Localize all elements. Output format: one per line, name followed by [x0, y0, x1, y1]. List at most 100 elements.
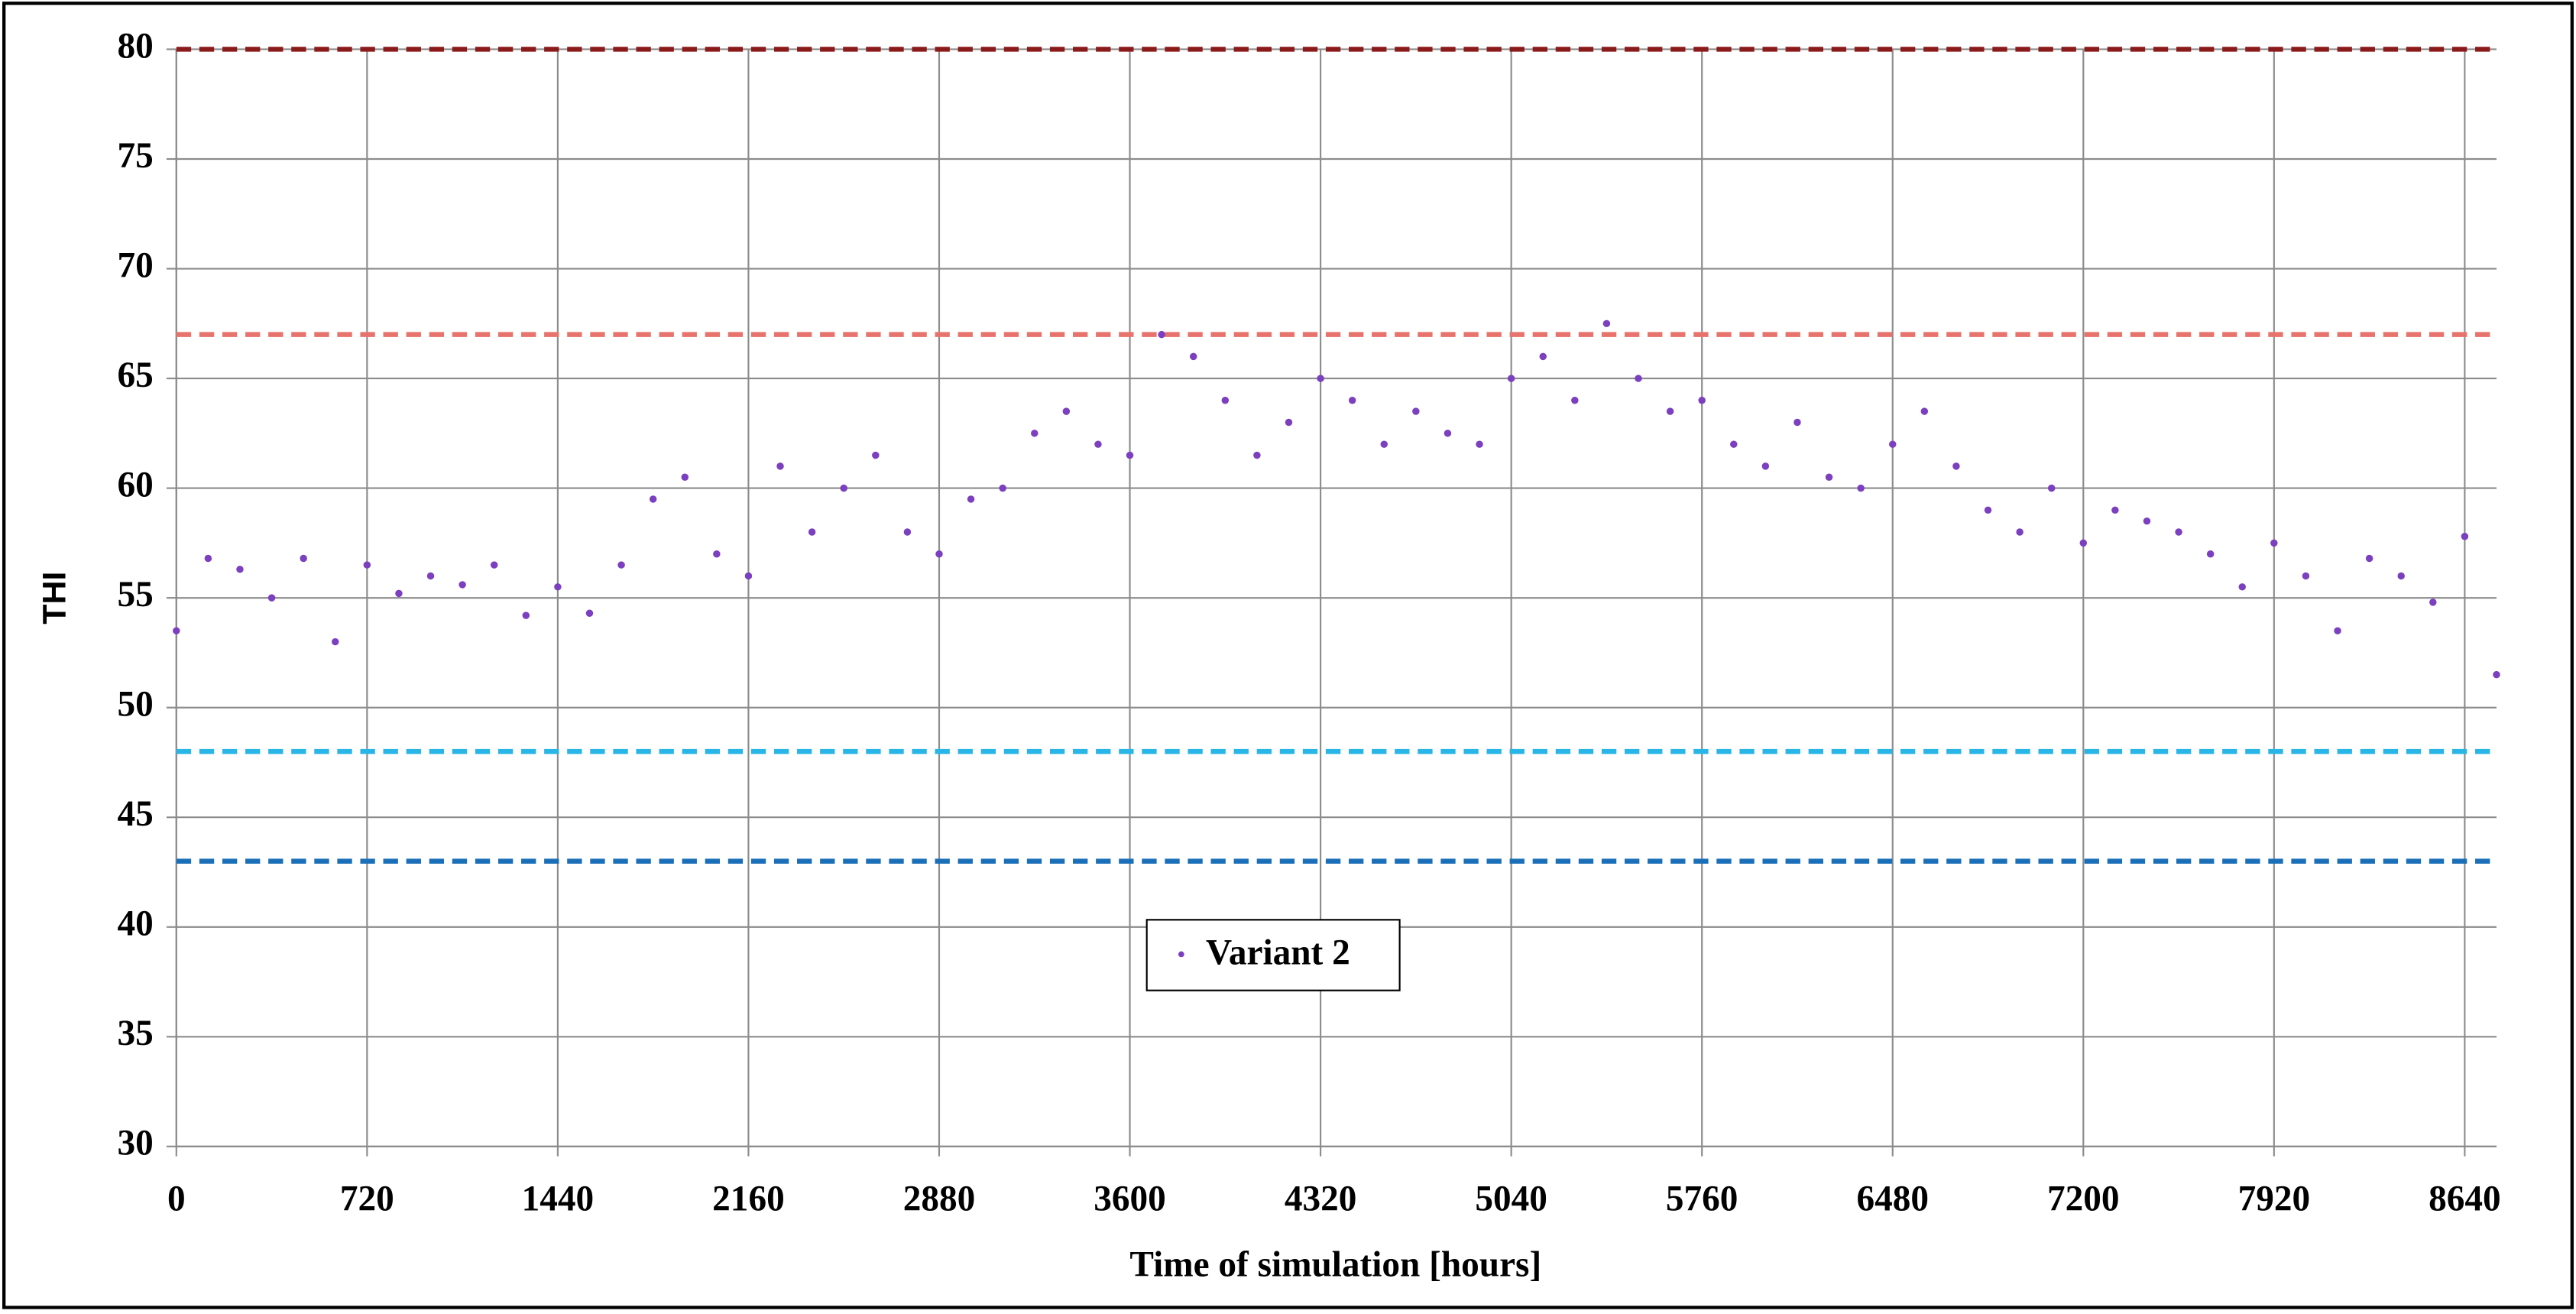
- data-point: [1221, 397, 1230, 404]
- y-tick-label: 55: [117, 575, 153, 615]
- data-point: [2302, 572, 2310, 580]
- x-tick-label: 5760: [1666, 1179, 1738, 1219]
- data-point: [713, 550, 721, 558]
- data-point: [363, 561, 371, 569]
- data-point: [967, 495, 975, 503]
- data-point: [173, 627, 180, 634]
- data-point: [1793, 418, 1801, 427]
- data-point: [1920, 407, 1929, 415]
- y-tick-label: 65: [117, 355, 153, 395]
- data-point: [1571, 397, 1579, 404]
- data-point: [458, 581, 466, 589]
- data-point: [1126, 451, 1134, 459]
- data-point: [1094, 440, 1102, 448]
- legend-box: [1145, 919, 1401, 991]
- data-point: [1857, 484, 1865, 492]
- legend-label: Variant 2: [1206, 933, 1350, 972]
- data-point: [1698, 397, 1706, 404]
- legend-marker: [1178, 951, 1184, 958]
- y-tick-label: 60: [117, 465, 153, 505]
- x-tick-label: 1440: [522, 1179, 595, 1219]
- y-tick-label: 70: [117, 245, 153, 285]
- data-point: [1602, 320, 1611, 328]
- data-point: [300, 554, 307, 563]
- data-point: [1952, 462, 1960, 470]
- data-point: [1444, 430, 1452, 437]
- data-point: [1380, 440, 1388, 448]
- x-axis-label: Time of simulation [hours]: [1129, 1245, 1541, 1285]
- data-point: [1062, 407, 1071, 415]
- x-tick-label: 2160: [712, 1179, 785, 1219]
- x-tick-label: 4320: [1285, 1179, 1357, 1219]
- x-tick-label: 7200: [2047, 1179, 2120, 1219]
- data-point: [649, 495, 657, 503]
- data-point: [903, 528, 912, 536]
- data-point: [1031, 430, 1039, 437]
- y-tick-label: 75: [117, 136, 153, 176]
- data-point: [999, 484, 1006, 492]
- data-point: [2238, 583, 2246, 591]
- data-point: [1348, 397, 1356, 404]
- data-point: [2143, 517, 2151, 525]
- data-point: [840, 484, 847, 492]
- x-tick-label: 7920: [2238, 1179, 2311, 1219]
- data-point: [2270, 539, 2278, 547]
- x-tick-label: 2880: [903, 1179, 976, 1219]
- y-tick-label: 80: [117, 26, 153, 66]
- data-point: [1412, 407, 1420, 415]
- data-point: [1317, 375, 1324, 382]
- data-point: [1285, 418, 1293, 427]
- data-point: [2461, 533, 2469, 540]
- y-axis-label: THI: [36, 572, 73, 625]
- data-point: [554, 583, 562, 591]
- y-tick-label: 50: [117, 685, 153, 725]
- data-point: [935, 550, 943, 558]
- x-tick-label: 8640: [2429, 1179, 2501, 1219]
- data-point: [1253, 451, 1261, 459]
- data-point: [2365, 554, 2373, 563]
- data-point: [1539, 352, 1547, 361]
- data-point: [2206, 550, 2215, 558]
- data-point: [490, 561, 498, 569]
- data-point: [1189, 352, 1197, 361]
- data-point: [2079, 539, 2088, 547]
- data-point: [2016, 528, 2024, 536]
- data-point: [2429, 599, 2437, 606]
- data-point: [1761, 462, 1770, 470]
- data-point: [1984, 506, 1992, 514]
- data-point: [1666, 407, 1674, 415]
- y-tick-label: 30: [117, 1124, 153, 1163]
- x-tick-label: 6480: [1856, 1179, 1929, 1219]
- data-point: [872, 451, 880, 459]
- x-tick-label: 0: [167, 1179, 186, 1219]
- data-point: [744, 572, 753, 580]
- y-tick-label: 40: [117, 904, 153, 944]
- y-tick-label: 45: [117, 794, 153, 834]
- y-tick-label: 35: [117, 1014, 153, 1053]
- data-point: [236, 566, 244, 573]
- data-point: [1730, 440, 1738, 448]
- data-point: [1889, 440, 1897, 448]
- data-point: [1158, 330, 1165, 339]
- data-point: [522, 612, 530, 619]
- data-point: [1507, 375, 1515, 382]
- x-tick-label: 720: [340, 1179, 394, 1219]
- data-point: [1476, 440, 1483, 448]
- x-tick-label: 3600: [1094, 1179, 1166, 1219]
- data-point: [1635, 375, 1642, 382]
- data-point: [332, 638, 339, 646]
- data-point: [2047, 484, 2056, 492]
- data-point: [681, 473, 689, 481]
- data-point: [776, 462, 784, 470]
- data-point: [2493, 670, 2500, 679]
- data-point: [808, 528, 816, 536]
- data-point: [267, 594, 276, 602]
- data-point: [585, 609, 594, 617]
- data-point: [2397, 572, 2405, 580]
- data-point: [2334, 627, 2341, 634]
- data-point: [617, 561, 625, 569]
- x-tick-label: 5040: [1475, 1179, 1547, 1219]
- data-point: [395, 589, 403, 598]
